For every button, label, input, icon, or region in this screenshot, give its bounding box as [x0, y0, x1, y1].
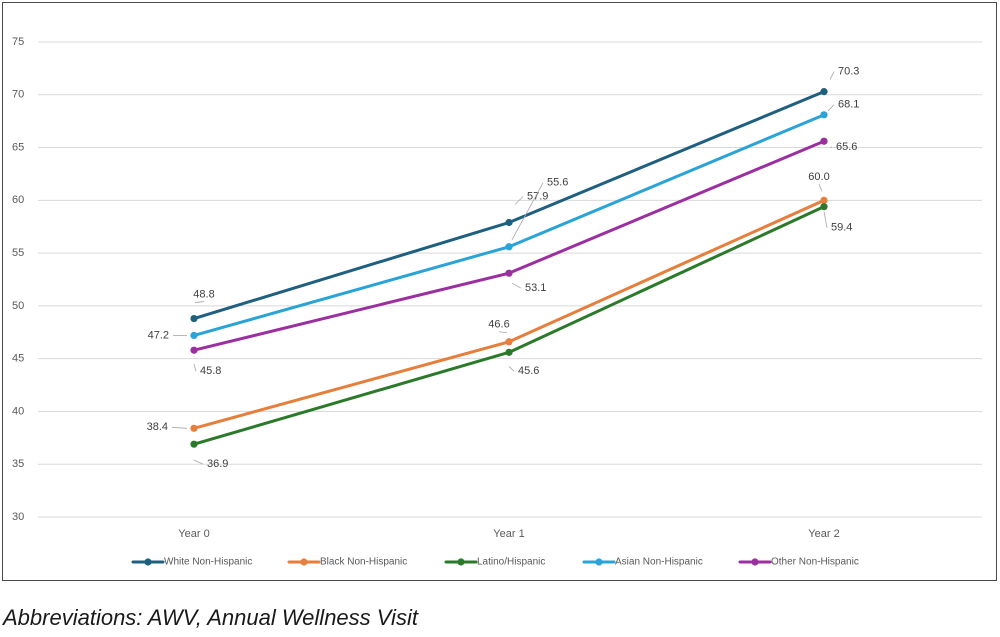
legend-label: Black Non-Hispanic — [320, 557, 407, 568]
x-tick-label: Year 0 — [178, 528, 209, 540]
data-label: 36.9 — [207, 458, 228, 470]
data-label-leader — [829, 71, 835, 80]
data-label: 53.1 — [525, 282, 546, 294]
data-label: 48.8 — [193, 288, 214, 300]
legend-label: White Non-Hispanic — [164, 557, 252, 568]
data-label: 38.4 — [147, 421, 168, 433]
legend-marker — [457, 558, 465, 566]
data-point — [190, 346, 198, 354]
data-label: 65.6 — [836, 141, 857, 153]
data-label-leader — [498, 331, 508, 334]
y-tick-label: 60 — [12, 194, 24, 206]
legend-item: Asian Non-Hispanic — [582, 557, 703, 568]
data-label-leader — [508, 366, 515, 372]
data-label: 59.4 — [831, 222, 852, 234]
data-label: 57.9 — [527, 190, 548, 202]
legend-label: Latino/Hispanic — [477, 557, 545, 568]
y-tick-label: 65 — [12, 141, 24, 153]
data-point — [505, 338, 513, 346]
y-tick-label: 55 — [12, 247, 24, 259]
data-label-leader — [827, 104, 835, 112]
legend-label: Asian Non-Hispanic — [615, 557, 703, 568]
data-point — [820, 137, 828, 145]
data-label: 45.6 — [518, 365, 539, 377]
line-chart: 75 70 65 60 55 50 45 40 35 30 Year 0 Year 1 Year 2 48… — [12, 36, 982, 568]
data-point — [190, 314, 198, 323]
data-point — [820, 88, 828, 96]
legend-marker — [751, 558, 759, 566]
y-tick-label: 35 — [12, 458, 24, 470]
data-label: 45.8 — [200, 365, 221, 377]
data-point — [820, 111, 828, 119]
series-line — [192, 198, 826, 430]
series-white-non-hispanic — [190, 71, 835, 323]
legend-marker — [300, 558, 308, 566]
data-point — [190, 440, 198, 448]
legend-item: White Non-Hispanic — [131, 557, 252, 568]
x-tick-label: Year 1 — [493, 528, 524, 540]
data-label-leader — [823, 211, 828, 228]
series-asian-non-hispanic — [173, 104, 835, 340]
series-other-non-hispanic — [190, 137, 832, 372]
y-tick-label: 70 — [12, 89, 24, 101]
data-point — [505, 218, 513, 227]
series-line — [192, 90, 826, 321]
chart-frame — [2, 2, 997, 581]
data-label: 46.6 — [488, 319, 509, 331]
series-black-non-hispanic — [171, 184, 828, 432]
data-label: 70.3 — [838, 66, 859, 78]
legend-item: Other Non-Hispanic — [738, 557, 859, 568]
legend-marker — [144, 558, 152, 566]
data-label-leader — [511, 282, 522, 289]
data-label-leader — [193, 364, 197, 372]
y-tick-label: 40 — [12, 405, 24, 417]
data-label-leader — [818, 184, 823, 192]
data-point — [505, 243, 513, 251]
abbreviations-caption: Abbreviations: AWV, Annual Wellness Visi… — [3, 605, 418, 630]
data-point — [190, 331, 198, 340]
y-tick-label: 45 — [12, 353, 24, 365]
data-point — [190, 424, 198, 432]
data-label-leader — [511, 182, 544, 240]
data-label: 68.1 — [838, 99, 859, 111]
y-tick-label: 50 — [12, 300, 24, 312]
data-label-leader — [514, 196, 524, 205]
y-tick-label: 30 — [12, 511, 24, 523]
legend-marker — [595, 558, 603, 566]
data-label-leader — [193, 459, 204, 465]
data-point — [820, 203, 828, 211]
data-point — [820, 196, 828, 204]
data-label-leader — [194, 301, 205, 303]
x-tick-label: Year 2 — [808, 528, 839, 540]
legend-label: Other Non-Hispanic — [771, 557, 859, 568]
data-label: 60.0 — [808, 171, 829, 183]
data-point — [505, 348, 513, 356]
legend-item: Black Non-Hispanic — [287, 557, 407, 568]
data-point — [505, 269, 513, 277]
legend-item: Latino/Hispanic — [444, 557, 545, 568]
y-tick-label: 75 — [12, 36, 24, 48]
data-label: 55.6 — [547, 177, 568, 189]
data-label: 47.2 — [148, 329, 169, 341]
gridlines — [38, 41, 982, 518]
series-latino-hispanic — [190, 203, 828, 465]
data-label-leader — [171, 426, 188, 429]
